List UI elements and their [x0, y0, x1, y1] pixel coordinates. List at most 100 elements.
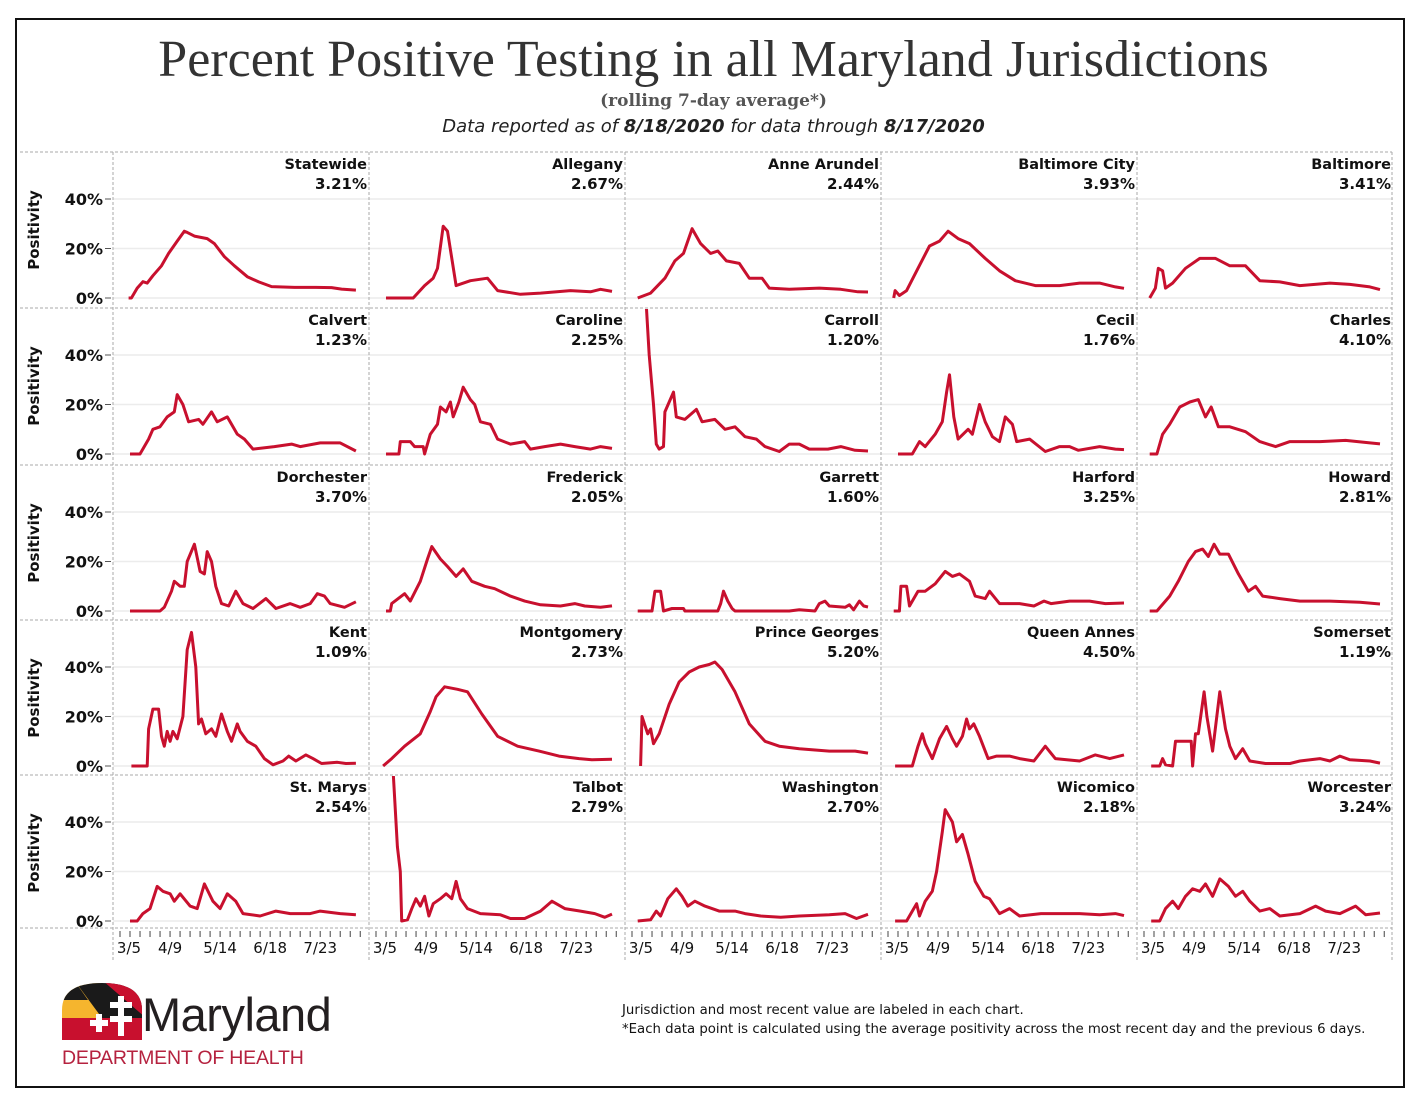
x-tick-label: 3/5 — [885, 939, 909, 957]
panel-carroll: Carroll 1.20% — [645, 309, 879, 453]
panel-name: Kent — [329, 625, 367, 641]
panel-name: Worcester — [1307, 780, 1391, 796]
panel-prince-georges: Prince Georges 5.20% — [639, 625, 879, 767]
panel-name: Anne Arundel — [768, 157, 879, 173]
panel-name: Somerset — [1313, 625, 1391, 641]
panel-name: Montgomery — [519, 625, 623, 641]
latest-value-label: 1.20% — [827, 331, 879, 349]
panel-name: Queen Annes — [1027, 625, 1135, 641]
series-line — [637, 887, 869, 923]
panel-kent: Kent 1.09% — [131, 625, 367, 768]
panel-name: Baltimore — [1311, 157, 1391, 173]
x-tick-label: 5/14 — [971, 939, 1005, 957]
panel-montgomery: Montgomery 2.73% — [382, 625, 624, 768]
latest-value-label: 3.25% — [1083, 488, 1135, 506]
x-tick-label: 4/9 — [414, 939, 438, 957]
panel-name: Calvert — [308, 313, 367, 329]
series-line — [645, 309, 869, 453]
y-tick-label: 40% — [65, 813, 103, 832]
maryland-flag-logo-icon — [62, 983, 142, 1040]
x-tick-label: 5/14 — [715, 939, 749, 957]
panel-name: Dorchester — [277, 470, 368, 486]
x-tick-label: 4/9 — [1182, 939, 1206, 957]
x-tick-label: 7/23 — [815, 939, 849, 957]
y-axis-label: Positivity — [25, 346, 43, 426]
series-line — [130, 882, 357, 923]
series-line — [892, 229, 1125, 299]
panel-dorchester: Dorchester 3.70% — [130, 470, 368, 613]
panel-charles: Charles 4.10% — [1149, 313, 1391, 456]
report-date: 8/18/2020 — [623, 116, 725, 137]
latest-value-label: 2.79% — [571, 798, 623, 816]
latest-value-label: 2.18% — [1083, 798, 1135, 816]
series-line — [386, 224, 613, 300]
y-axis-label: Positivity — [25, 813, 43, 893]
panel-anne-arundel: Anne Arundel 2.44% — [637, 157, 879, 300]
panel-washington: Washington 2.70% — [637, 780, 879, 923]
panel-somerset: Somerset 1.19% — [1151, 625, 1391, 768]
panel-talbot: Talbot 2.79% — [391, 776, 623, 923]
panel-name: Frederick — [546, 470, 623, 486]
y-axis-label: Positivity — [25, 503, 43, 583]
series-line — [130, 393, 357, 456]
x-tick-label: 5/14 — [459, 939, 493, 957]
panel-cecil: Cecil 1.76% — [898, 313, 1135, 456]
y-axis-label: Positivity — [25, 658, 43, 738]
y-tick-label: 40% — [65, 658, 103, 677]
x-tick-label: 5/14 — [203, 939, 237, 957]
x-tick-label: 4/9 — [670, 939, 694, 957]
panel-harford: Harford 3.25% — [893, 470, 1135, 613]
panel-name: Howard — [1328, 470, 1391, 486]
latest-value-label: 2.54% — [315, 798, 367, 816]
series-line — [895, 717, 1125, 768]
x-tick-label: 6/18 — [1277, 939, 1311, 957]
y-tick-label: 20% — [65, 396, 103, 415]
y-tick-label: 0% — [76, 445, 103, 464]
latest-value-label: 2.67% — [571, 175, 623, 193]
y-axis-label: Positivity — [25, 190, 43, 270]
y-tick-label: 40% — [65, 346, 103, 365]
x-tick-label: 6/18 — [253, 939, 287, 957]
latest-value-label: 5.20% — [827, 643, 879, 661]
y-tick-label: 40% — [65, 190, 103, 209]
panel-allegany: Allegany 2.67% — [386, 157, 624, 300]
report-mid: for data through — [724, 116, 884, 137]
panel-name: Allegany — [552, 157, 623, 173]
panel-calvert: Calvert 1.23% — [130, 313, 367, 456]
panel-name: Baltimore City — [1018, 157, 1135, 173]
series-line — [391, 776, 613, 923]
x-tick-label: 7/23 — [559, 939, 593, 957]
chart-frame — [15, 18, 1405, 1088]
latest-value-label: 2.70% — [827, 798, 879, 816]
logo-maryland-text: Maryland — [142, 988, 332, 1041]
latest-value-label: 2.44% — [827, 175, 879, 193]
x-tick-label: 6/18 — [765, 939, 799, 957]
footnotes: Jurisdiction and most recent value are l… — [622, 1001, 1382, 1039]
series-line — [131, 630, 356, 768]
panel-name: Caroline — [555, 313, 623, 329]
x-tick-label: 6/18 — [1021, 939, 1055, 957]
series-line — [1149, 542, 1381, 613]
series-line — [639, 660, 869, 767]
panel-worcester: Worcester 3.24% — [1151, 780, 1392, 923]
x-tick-label: 7/23 — [1071, 939, 1105, 957]
panel-name: Statewide — [284, 157, 367, 173]
x-tick-label: 3/5 — [1141, 939, 1165, 957]
panel-name: Talbot — [573, 780, 623, 796]
latest-value-label: 4.10% — [1339, 331, 1391, 349]
panel-st-marys: St. Marys 2.54% — [130, 780, 367, 923]
latest-value-label: 2.25% — [571, 331, 623, 349]
series-line — [1151, 690, 1381, 768]
series-line — [637, 589, 869, 613]
x-tick-label: 7/23 — [303, 939, 337, 957]
series-line — [1148, 256, 1381, 299]
series-line — [386, 545, 613, 613]
y-tick-label: 20% — [65, 240, 103, 259]
latest-value-label: 2.05% — [571, 488, 623, 506]
panel-name: Charles — [1330, 313, 1391, 329]
panel-queen-annes: Queen Annes 4.50% — [895, 625, 1135, 768]
report-dates: Data reported as of 8/18/2020 for data t… — [0, 116, 1427, 137]
series-line — [895, 808, 1125, 923]
report-prefix: Data reported as of — [442, 116, 624, 137]
